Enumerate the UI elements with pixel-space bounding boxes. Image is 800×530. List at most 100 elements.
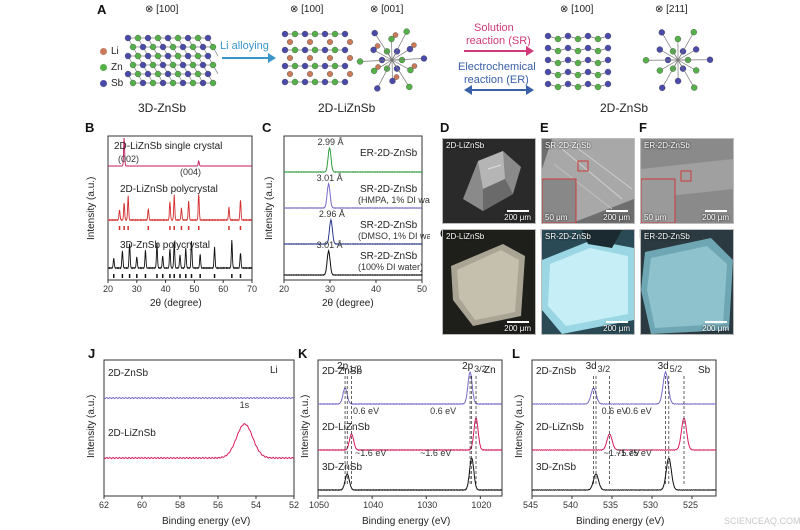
atom-icon [204,70,212,78]
atom-icon [398,56,406,64]
xps-chart-l: 545 540 535 530 525 Binding energy (eV) Intens… [514,359,717,527]
atom-icon [341,30,349,38]
d-spacing-label: 2.96 Å [319,209,345,219]
atom-icon [209,61,217,69]
atom-icon [129,61,137,69]
atom-icon [194,34,202,42]
panel-label-f: F [639,120,647,135]
atom-icon [594,35,602,43]
atom-icon [327,55,333,61]
atom-icon [159,61,167,69]
x-tick-label: 1020 [471,500,491,510]
atom-icon [179,79,187,87]
micrograph-caption: ER-2D-ZnSb [644,232,690,241]
view-label-1: ⊗ [100] [145,4,179,15]
shift-label: 0.6 eV [353,406,379,416]
sr-label-1: Solution [474,22,514,34]
crystal-sem-image [641,139,733,223]
d-spacing-label: 2.99 Å [318,137,344,147]
scale-bar-label: 200 μm [702,213,729,222]
atom-icon [584,32,592,40]
atom-icon [347,55,353,61]
atom-icon [281,78,289,86]
atom-icon [134,70,142,78]
x-tick-label: 62 [99,500,109,510]
atom-icon [287,55,293,61]
atom-icon [184,70,192,78]
legend-zn: Zn [100,60,123,76]
x-tick-label: 58 [175,500,185,510]
atom-icon [154,52,162,60]
trace-sublabel: (100% DI water) [358,262,423,272]
x-tick-label: 1030 [417,500,437,510]
atom-icon [307,71,313,77]
atom-icon [204,52,212,60]
x-tick-label: 530 [643,500,658,510]
bond [659,59,679,71]
y-axis-label: Intensity (a.u.) [86,177,97,240]
trace-label: 2D-LiZnSb polycrystal [120,184,218,195]
atom-icon [544,44,552,52]
atom-icon [393,48,401,55]
crystal-optical-image [542,230,634,334]
peak-subscript: 5/2 [670,364,683,374]
xrd-trace [283,218,423,245]
atom-icon [331,46,339,54]
panel-label-d: D [440,120,450,135]
atom-icon [301,78,309,86]
arrow-head-icon [526,85,534,95]
atom-icon [291,78,299,86]
atom-icon [420,55,428,62]
sb-atom-icon [100,79,107,87]
atom-icon [584,68,592,76]
atom-icon [169,79,177,87]
peak-label: 1s [240,400,250,410]
bond [677,31,695,61]
atom-icon [204,34,212,42]
atom-icon [301,46,309,54]
scale-bar [507,321,529,323]
atom-icon [341,46,349,54]
micrograph-f: ER-2D-ZnSb 50 μm 200 μm [640,138,734,224]
atom-icon [411,63,418,69]
arrow-head-icon [268,53,276,63]
atom-icon [604,44,612,52]
atom-icon [604,56,612,64]
atom-icon [291,30,299,38]
x-tick-label: 50 [417,284,427,294]
micrograph-g: 2D-LiZnSb 200 μm [442,229,536,335]
scale-bar [705,321,727,323]
scale-bar-label: 200 μm [702,324,729,333]
bond [677,49,697,61]
micrograph-i: ER-2D-ZnSb 200 μm [640,229,734,335]
atom-icon [134,52,142,60]
atom-icon [149,61,157,69]
structure-2d-lizsb [281,28,428,92]
atom-icon [594,59,602,67]
panel-label-b: B [85,120,95,135]
trace-label: 2D-ZnSb [108,368,148,379]
atom-icon [347,71,353,77]
xrd-trace [107,239,253,270]
x-tick-label: 60 [218,284,228,294]
atom-icon [544,80,552,88]
x-axis-label: Binding energy (eV) [162,516,250,527]
atom-icon [154,70,162,78]
atom-icon [311,78,319,86]
li-alloying-label: Li alloying [220,40,269,52]
sr-label-2: reaction (SR) [466,35,531,47]
arrow-head-icon [526,46,534,56]
atom-icon [564,44,572,52]
atom-icon [406,83,413,91]
atom-icon [209,79,217,87]
atom-icon [321,30,329,38]
bond [373,49,393,61]
inset-scale-label: 50 μm [545,213,568,222]
atom-icon [594,71,602,79]
atom-icon [124,34,132,42]
atom-icon [174,52,182,60]
x-tick-label: 30 [132,284,142,294]
scale-bar-label: 200 μm [603,213,630,222]
atom-icon [179,61,187,69]
x-axis-label: Binding energy (eV) [576,516,664,527]
